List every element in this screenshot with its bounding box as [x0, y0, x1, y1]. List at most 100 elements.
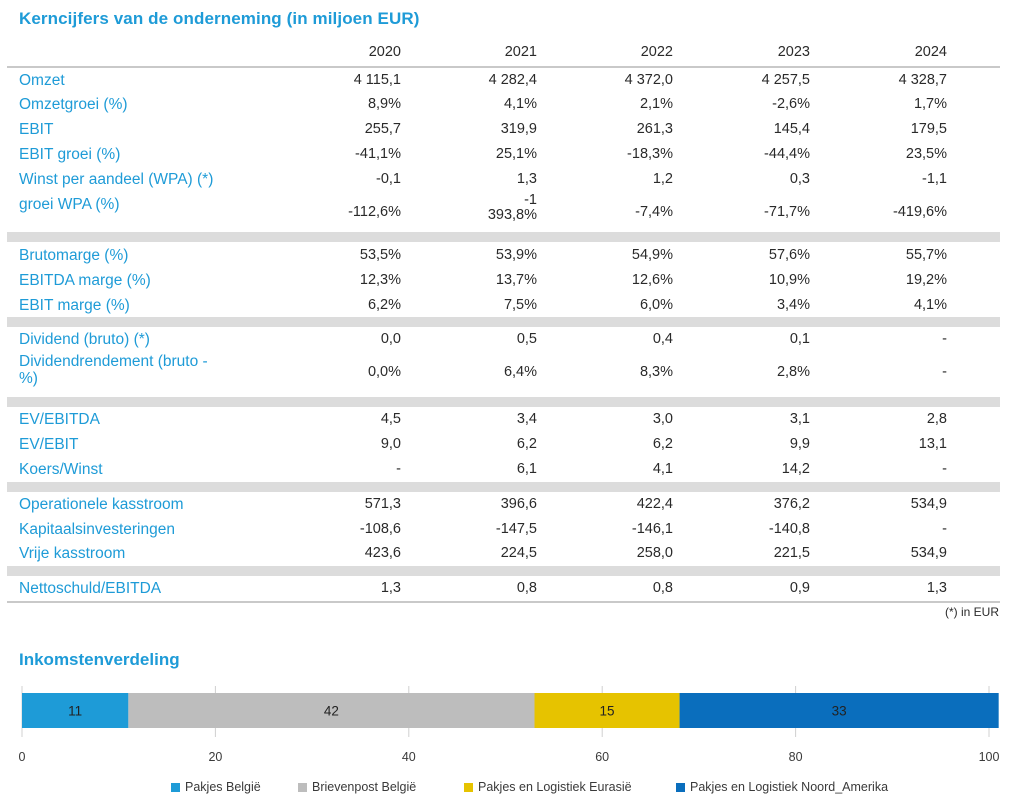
row-value: 0,8 [516, 580, 537, 596]
table-row: Dividendrendement (bruto -%) 0,0% 6,4% 8,3%… [7, 353, 1000, 390]
bar-segment [534, 693, 680, 728]
row-value: 0,1 [789, 331, 810, 347]
row-label: Omzetgroei (%) [19, 96, 128, 113]
legend-label: Pakjes en Logistiek Eurasië [478, 780, 632, 794]
row-value: 571,3 [364, 496, 401, 512]
row-value: - [942, 521, 947, 537]
row-value: 1,7% [913, 96, 947, 112]
table-bottom-rule [7, 601, 1000, 603]
legend-item: Pakjes en Logistiek Eurasië [464, 780, 632, 794]
year-2021: 2021 [504, 44, 537, 60]
row-value: -146,1 [631, 521, 673, 537]
row-value: 0,5 [516, 331, 537, 347]
bar-data-label: 33 [832, 704, 847, 719]
row-value: 25,1% [495, 146, 537, 162]
table-row: EBIT 255,7 319,9 261,3 145,4 179,5 [7, 121, 1000, 141]
row-value: 9,9 [789, 436, 810, 452]
row-value: 13,1 [918, 436, 947, 452]
x-tick-label: 80 [789, 750, 803, 764]
chart-legend: Pakjes België Brievenpost België Pakjes en… [0, 780, 1019, 800]
row-label: EV/EBIT [19, 436, 79, 453]
row-value: 4 282,4 [488, 72, 537, 88]
row-value: 0,8 [652, 580, 673, 596]
bar-segment [679, 693, 999, 728]
row-value: 4,1% [503, 96, 537, 112]
row-value: 1,3 [516, 171, 537, 187]
row-value: 319,9 [500, 121, 537, 137]
row-value: 423,6 [364, 545, 401, 561]
row-value: 0,4 [652, 331, 673, 347]
income-distribution-title: Inkomstenverdeling [19, 650, 180, 669]
x-tick-label: 0 [19, 750, 26, 764]
row-value: 179,5 [910, 121, 947, 137]
table-row: EBIT groei (%) -41,1% 25,1% -18,3% -44,4% 23,… [7, 146, 1000, 166]
row-value: 6,4% [503, 364, 537, 380]
row-label: Operationele kasstroom [19, 496, 184, 513]
table-row: Brutomarge (%) 53,5% 53,9% 54,9% 57,6% 55,7% [7, 247, 1000, 267]
table-row: Vrije kasstroom 423,6 224,5 258,0 221,5 534,9 [7, 545, 1000, 565]
row-value: -140,8 [768, 521, 810, 537]
row-value: 224,5 [500, 545, 537, 561]
row-value: 0,0 [380, 331, 401, 347]
table-row: Omzetgroei (%) 8,9% 4,1% 2,1% -2,6% 1,7% [7, 96, 1000, 116]
row-value: -112,6% [348, 204, 401, 220]
row-value: -2,6% [772, 96, 810, 112]
table-row: Kapitaalsinvesteringen -108,6 -147,5 -146,1… [7, 521, 1000, 541]
year-2022: 2022 [640, 44, 673, 60]
row-value: - [942, 461, 947, 477]
row-label: Brutomarge (%) [19, 247, 129, 264]
row-value: 7,5% [503, 297, 537, 313]
section-separator [7, 317, 1000, 327]
year-2023: 2023 [777, 44, 810, 60]
table-row: Koers/Winst - 6,1 4,1 14,2 - [7, 461, 1000, 481]
row-value: 145,4 [773, 121, 810, 137]
row-value: 2,1% [639, 96, 673, 112]
legend-swatch [464, 782, 473, 792]
row-value: -108,6 [359, 521, 401, 537]
year-header: 2020 2021 2022 2023 2024 [0, 44, 1000, 64]
row-value: 3,4% [776, 297, 810, 313]
row-value: 422,4 [636, 496, 673, 512]
row-label: Kapitaalsinvesteringen [19, 521, 175, 538]
row-value: 53,5% [359, 247, 401, 263]
row-value: 3,1 [789, 411, 810, 427]
row-value: 3,0 [652, 411, 673, 427]
section-separator [7, 397, 1000, 407]
row-value: - [942, 331, 947, 347]
x-tick-label: 60 [595, 750, 609, 764]
legend-label: Brievenpost België [312, 780, 417, 794]
row-value: -1 393,8% [487, 192, 537, 223]
x-tick-label: 20 [208, 750, 222, 764]
row-value: 55,7% [905, 247, 947, 263]
row-value: 9,0 [380, 436, 401, 452]
bar-segment [22, 693, 129, 728]
row-value: 4 328,7 [898, 72, 947, 88]
row-value: 57,6% [768, 247, 810, 263]
section-separator [7, 482, 1000, 492]
row-value: 4,1 [652, 461, 673, 477]
row-label: EBIT groei (%) [19, 146, 121, 163]
row-label: EBIT [19, 121, 54, 138]
row-label: EBIT marge (%) [19, 297, 130, 314]
row-value: 23,5% [905, 146, 947, 162]
legend-swatch [171, 782, 180, 792]
table-row: Winst per aandeel (WPA) (*) -0,1 1,3 1,2 0,3… [7, 171, 1000, 191]
bar-segment [128, 693, 535, 728]
bar-data-label: 15 [600, 704, 615, 719]
page-title: Kerncijfers van de onderneming (in miljo… [19, 9, 420, 28]
row-value: 19,2% [905, 272, 947, 288]
row-value: 10,9% [768, 272, 810, 288]
x-tick-label: 40 [402, 750, 416, 764]
row-value: - [396, 461, 401, 477]
legend-label: Pakjes en Logistiek Noord_Amerika [690, 780, 889, 794]
row-label: Dividendrendement (bruto -%) [19, 353, 208, 387]
row-label: groei WPA (%) [19, 196, 120, 213]
legend-swatch [298, 782, 307, 792]
row-value: 0,3 [789, 171, 810, 187]
section-separator [7, 232, 1000, 242]
row-value: -18,3% [627, 146, 673, 162]
row-value: -0,1 [376, 171, 401, 187]
income-distribution-chart: 11 42 15 33 0 20 40 60 80 100 [19, 686, 999, 764]
row-value: 0,0% [367, 364, 401, 380]
row-value: -41,1% [355, 146, 401, 162]
